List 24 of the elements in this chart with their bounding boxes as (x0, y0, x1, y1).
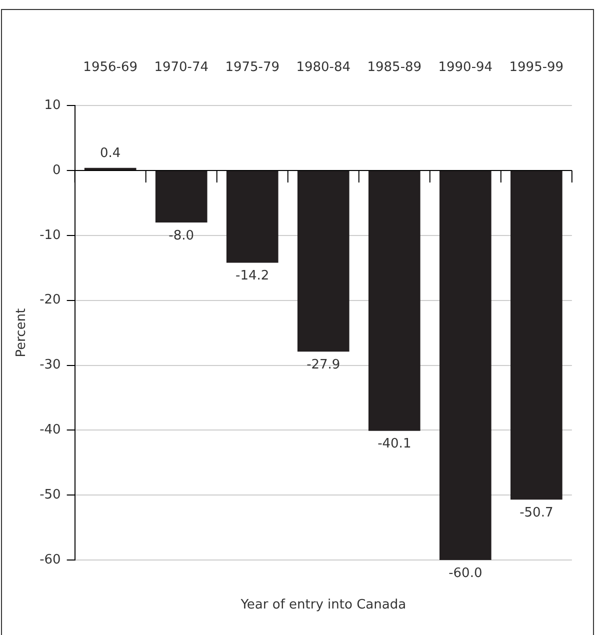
x-tick-label: 1975-79 (225, 60, 280, 76)
data-label: -14.2 (236, 268, 270, 284)
x-tick-label: 1980-84 (296, 60, 351, 76)
data-label: -27.9 (306, 358, 340, 372)
y-axis-title: Percent (14, 308, 30, 358)
y-tick-label: -60 (40, 552, 61, 568)
x-tick-label: 1990-94 (438, 60, 493, 76)
x-tick-label: 1956-69 (83, 60, 138, 76)
y-tick-label: 10 (44, 98, 61, 113)
data-label: 0.4 (100, 146, 121, 161)
x-tick-label: 1985-89 (367, 60, 422, 76)
x-tick-label: 1970-74 (154, 60, 209, 76)
data-label: -40.1 (378, 436, 412, 452)
y-tick-label: -50 (40, 487, 61, 502)
data-label: -60.0 (448, 566, 482, 581)
y-tick-label: 0 (52, 162, 61, 178)
y-tick-label: -30 (40, 358, 61, 373)
y-tick-label: -40 (40, 422, 61, 438)
data-label: -8.0 (168, 228, 194, 244)
x-axis-title: Year of entry into Canada (240, 597, 406, 612)
data-label: -50.7 (520, 506, 554, 521)
y-tick-label: -10 (40, 228, 61, 243)
y-tick-label: -20 (40, 292, 61, 308)
x-tick-label: 1995-99 (509, 60, 564, 76)
